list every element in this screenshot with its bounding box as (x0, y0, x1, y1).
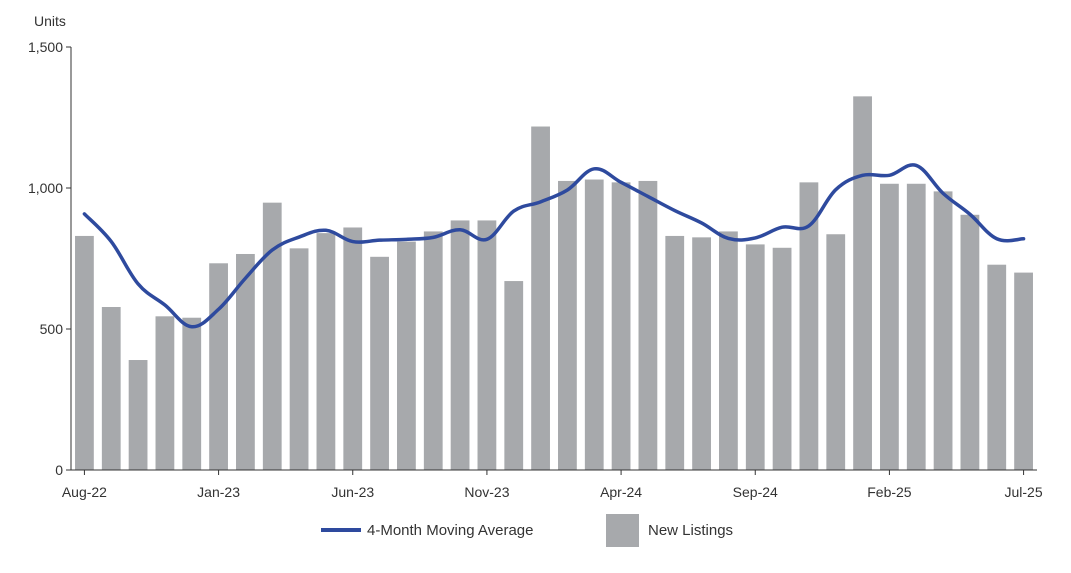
bar (370, 256, 389, 470)
bar (665, 235, 685, 470)
legend-label-moving-average: 4-Month Moving Average (367, 521, 534, 539)
bar (182, 317, 202, 470)
y-tick-label: 0 (55, 462, 63, 478)
bar (611, 182, 631, 471)
legend-line-swatch (321, 528, 361, 532)
bar (343, 227, 363, 470)
chart: Units 0 500 1,000 1,500 Aug-22 Jan-23 Jun-23 No… (28, 13, 1043, 500)
bar (477, 220, 497, 470)
bar (450, 220, 470, 470)
y-tick-label: 1,500 (28, 39, 63, 55)
x-tick-label: Jul-25 (1005, 484, 1043, 500)
bar (423, 231, 443, 470)
bar (558, 180, 577, 470)
x-tick-label: Feb-25 (867, 484, 912, 500)
legend-label-new-listings: New Listings (648, 521, 734, 539)
bar (826, 234, 846, 470)
x-tick-label: Sep-24 (733, 484, 778, 500)
x-tick-label: Jun-23 (331, 484, 374, 500)
bar (262, 202, 282, 470)
bar (209, 263, 228, 470)
bar (880, 183, 899, 470)
bar (719, 231, 738, 470)
bar (236, 253, 255, 470)
bar (799, 182, 819, 471)
legend: 4-Month Moving Average New Listings (0, 508, 1071, 552)
bar (397, 241, 416, 470)
bar (906, 183, 926, 470)
y-tick-label: 500 (40, 321, 64, 337)
bar (933, 191, 953, 470)
line-series (82, 163, 1026, 329)
bar (638, 180, 658, 470)
axes: 0 500 1,000 1,500 Aug-22 Jan-23 Jun-23 Nov-23 Ap… (28, 39, 1043, 500)
bar (155, 316, 175, 470)
x-tick-label: Apr-24 (600, 484, 642, 500)
bar (1014, 272, 1033, 470)
bar (75, 235, 94, 470)
legend-item-moving-average: 4-Month Moving Average (321, 508, 534, 552)
bar (316, 233, 336, 470)
bar (504, 281, 524, 470)
bar-series (75, 96, 1033, 471)
bar (101, 307, 121, 470)
bar (853, 96, 872, 470)
y-tick-label: 1,000 (28, 180, 63, 196)
x-tick-label: Nov-23 (464, 484, 509, 500)
legend-box-swatch (606, 513, 639, 547)
bar (692, 237, 711, 470)
bar (584, 179, 604, 471)
x-tick-label: Jan-23 (197, 484, 240, 500)
bar (960, 214, 980, 470)
y-axis-label: Units (34, 13, 66, 29)
bar (745, 244, 765, 470)
bar (128, 360, 148, 470)
bar (772, 247, 792, 470)
bar (289, 248, 309, 470)
x-tick-label: Aug-22 (62, 484, 107, 500)
bar (531, 126, 550, 471)
moving-average-line (82, 163, 1026, 329)
bar (987, 264, 1007, 470)
legend-item-new-listings: New Listings (606, 508, 733, 552)
